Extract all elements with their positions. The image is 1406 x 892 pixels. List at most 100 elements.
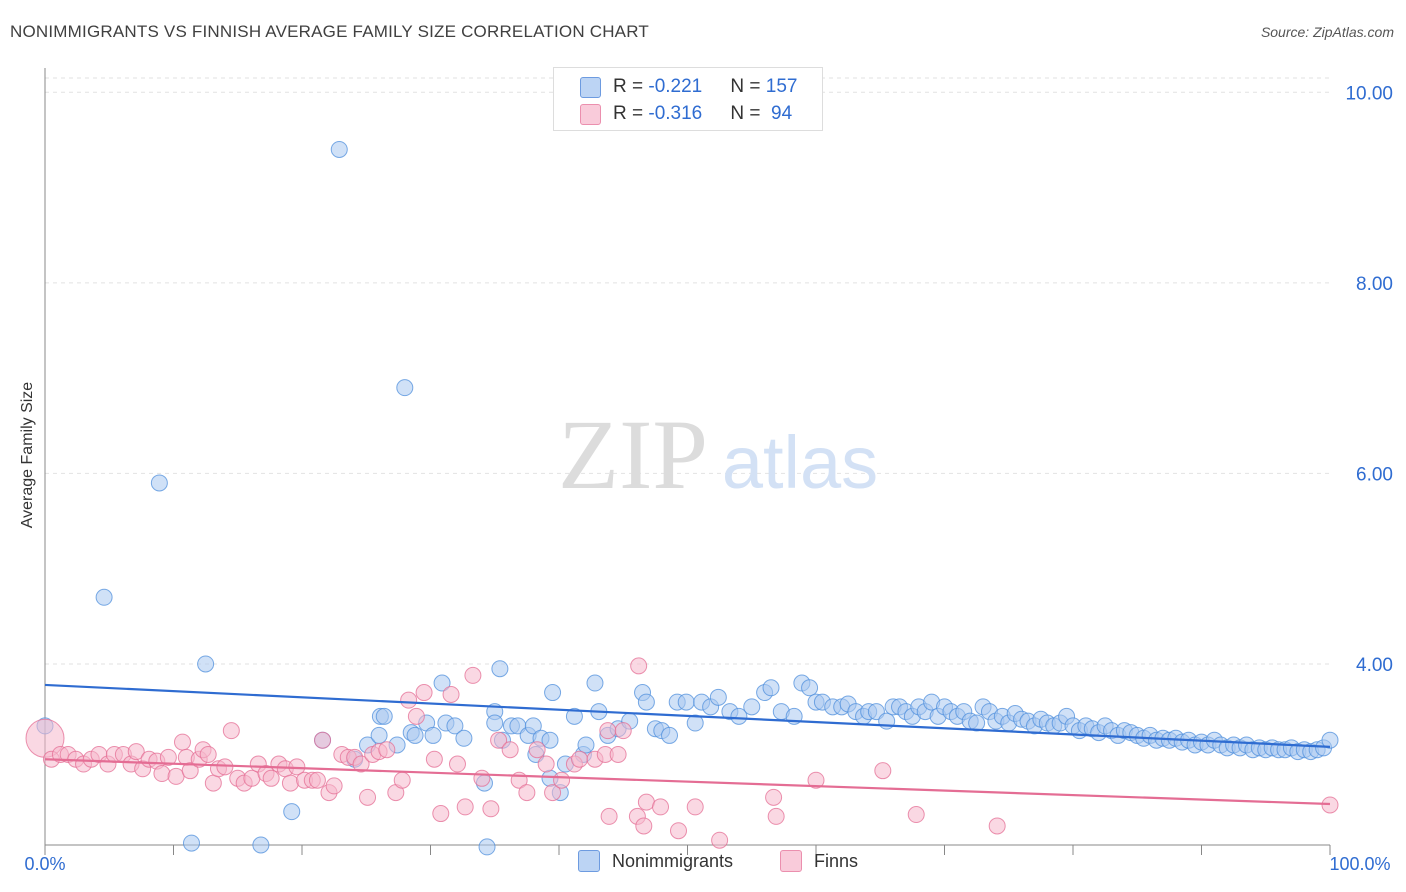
- data-point-nonimmigrants: [709, 688, 727, 706]
- data-point-finns: [393, 771, 411, 789]
- data-point-finns: [571, 750, 589, 768]
- data-point-finns: [425, 750, 443, 768]
- legend-n-label: N =: [730, 103, 766, 124]
- data-point-finns: [325, 777, 343, 795]
- data-point-nonimmigrants: [197, 655, 215, 673]
- data-point-finns: [359, 788, 377, 806]
- data-point-finns: [281, 774, 299, 792]
- data-point-finns: [127, 743, 145, 761]
- series-finns: [25, 657, 1339, 849]
- data-point-nonimmigrants: [637, 693, 655, 711]
- bottom-legend: Nonimmigrants Finns: [0, 850, 1406, 880]
- legend-r-value: -0.316: [648, 103, 703, 124]
- data-point-nonimmigrants: [524, 717, 542, 735]
- data-point-nonimmigrants: [455, 729, 473, 747]
- data-point-finns: [216, 758, 234, 776]
- data-point-finns: [456, 798, 474, 816]
- trend-line-nonimmigrants: [44, 683, 1331, 748]
- legend-box: R = -0.221 N = 157 R = -0.316 N = 94: [553, 67, 823, 131]
- data-point-finns: [528, 741, 546, 759]
- data-point-finns: [222, 722, 240, 740]
- data-point-finns: [537, 755, 555, 773]
- y-tick-label: 10.00: [1345, 83, 1393, 104]
- data-point-finns: [807, 771, 825, 789]
- data-point-nonimmigrants: [478, 838, 496, 856]
- legend-n-value: 157: [765, 76, 798, 97]
- data-point-finns: [378, 741, 396, 759]
- trend-line-finns: [44, 758, 1331, 806]
- data-point-finns: [600, 807, 618, 825]
- bottom-legend-nonimmigrants: Nonimmigrants: [578, 850, 733, 872]
- legend-swatch-nonimmigrants: [580, 76, 601, 98]
- data-point-nonimmigrants: [586, 674, 604, 692]
- data-point-finns: [907, 806, 925, 824]
- bottom-legend-finns: Finns: [780, 850, 858, 872]
- data-point-nonimmigrants: [730, 707, 748, 725]
- source-label: Source: ZipAtlas.com: [1260, 24, 1394, 40]
- legend-row-nonimmigrants: R = -0.221 N = 157: [580, 74, 797, 100]
- data-point-finns: [432, 805, 450, 823]
- data-point-finns: [630, 657, 648, 675]
- data-point-finns: [407, 707, 425, 725]
- chart-title: NONIMMIGRANTS VS FINNISH AVERAGE FAMILY …: [10, 22, 649, 41]
- data-point-nonimmigrants: [283, 803, 301, 821]
- data-point-finns: [173, 733, 191, 751]
- data-point-nonimmigrants: [95, 588, 113, 606]
- data-point-finns: [670, 822, 688, 840]
- data-point-nonimmigrants: [375, 707, 393, 725]
- data-point-finns: [308, 771, 326, 789]
- data-point-nonimmigrants: [433, 674, 451, 692]
- data-point-finns: [314, 731, 332, 749]
- data-point-finns: [181, 762, 199, 780]
- legend-n-label: N =: [730, 76, 766, 97]
- bottom-legend-swatch-finns: [780, 850, 802, 872]
- data-point-finns: [874, 762, 892, 780]
- data-point-nonimmigrants: [1321, 731, 1339, 749]
- data-point-nonimmigrants: [801, 679, 819, 697]
- data-point-nonimmigrants: [486, 714, 504, 732]
- y-tick-label: 4.00: [1356, 655, 1393, 676]
- data-point-nonimmigrants: [686, 714, 704, 732]
- data-point-finns: [652, 798, 670, 816]
- data-point-finns: [988, 817, 1006, 835]
- bottom-legend-swatch-nonimmigrants: [578, 850, 600, 872]
- data-point-nonimmigrants: [150, 474, 168, 492]
- watermark-zip: ZIP: [558, 399, 708, 510]
- data-point-finns: [400, 691, 418, 709]
- data-point-finns: [352, 755, 370, 773]
- data-point-finns: [159, 748, 177, 766]
- data-point-nonimmigrants: [577, 736, 595, 754]
- data-point-finns: [686, 798, 704, 816]
- bottom-legend-label: Finns: [814, 850, 859, 871]
- data-point-finns: [490, 731, 508, 749]
- data-point-finns: [1321, 796, 1339, 814]
- legend-n-value: 94: [765, 103, 793, 124]
- y-tick-label: 8.00: [1356, 274, 1393, 295]
- data-point-finns: [553, 771, 571, 789]
- data-point-finns: [464, 666, 482, 684]
- data-point-finns: [501, 741, 519, 759]
- data-point-finns: [637, 793, 655, 811]
- data-point-nonimmigrants: [370, 726, 388, 744]
- data-point-nonimmigrants: [446, 717, 464, 735]
- data-point-nonimmigrants: [968, 714, 986, 732]
- data-point-finns: [448, 755, 466, 773]
- data-point-finns: [482, 800, 500, 818]
- legend-r-label: R =: [613, 103, 649, 124]
- data-point-nonimmigrants: [661, 726, 679, 744]
- bottom-legend-label: Nonimmigrants: [612, 850, 734, 871]
- data-point-finns: [635, 817, 653, 835]
- legend-swatch-finns: [580, 103, 601, 125]
- data-point-finns: [262, 769, 280, 787]
- data-point-nonimmigrants: [677, 693, 695, 711]
- data-point-nonimmigrants: [252, 836, 270, 854]
- data-point-finns: [711, 831, 729, 849]
- data-point-finns: [767, 807, 785, 825]
- data-point-nonimmigrants: [182, 834, 200, 852]
- data-point-nonimmigrants: [544, 684, 562, 702]
- data-point-finns: [167, 767, 185, 785]
- data-point-nonimmigrants: [541, 731, 559, 749]
- data-point-finns: [599, 722, 617, 740]
- data-point-finns: [544, 784, 562, 802]
- data-point-nonimmigrants: [565, 707, 583, 725]
